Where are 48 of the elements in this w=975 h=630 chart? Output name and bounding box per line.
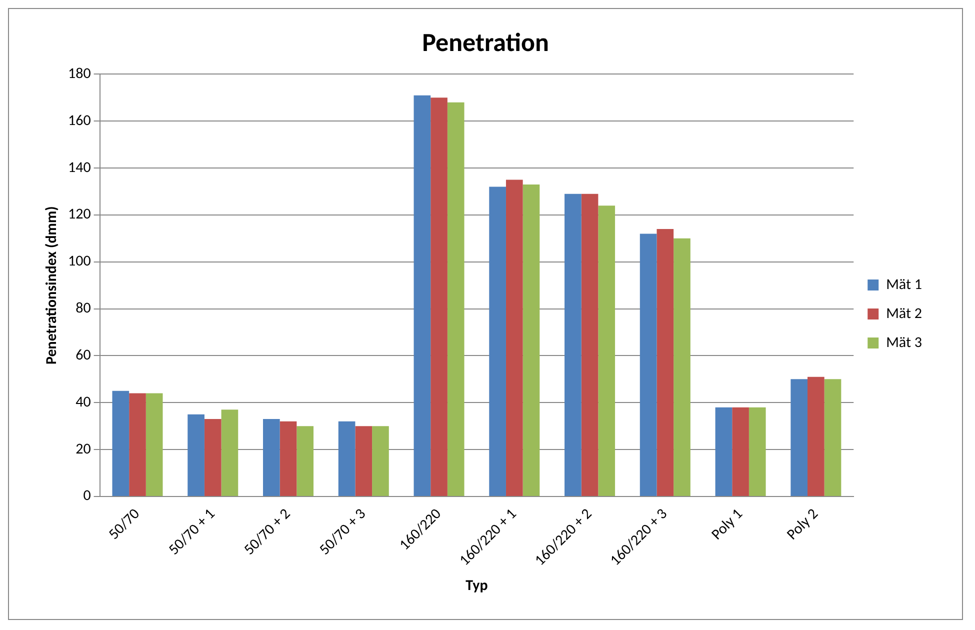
y-axis-title: Penetrationsindex (dmm): [42, 206, 61, 364]
bar: [640, 234, 657, 496]
bar: [581, 194, 598, 496]
y-tick-label: 60: [76, 346, 92, 364]
y-tick-label: 80: [76, 300, 92, 318]
bar: [204, 419, 222, 496]
y-tick-label: 120: [68, 206, 92, 224]
bar: [506, 180, 523, 496]
bar: [129, 393, 146, 496]
chart-title: Penetration: [422, 26, 549, 58]
bar: [372, 426, 389, 496]
x-axis-title: Typ: [466, 576, 488, 595]
bar: [296, 426, 314, 496]
x-tick-label: Poly 2: [784, 505, 822, 544]
bar: [221, 410, 238, 496]
y-tick-label: 100: [68, 252, 92, 271]
bar: [355, 426, 372, 496]
bar: [489, 186, 506, 496]
y-tick-label: 40: [76, 393, 92, 412]
bar: [146, 393, 163, 496]
bar: [280, 421, 297, 496]
bar: [430, 98, 448, 496]
bar: [656, 229, 674, 496]
bar: [808, 376, 824, 496]
bar: [732, 407, 749, 496]
bar: [715, 407, 732, 496]
bar: [447, 102, 464, 496]
bar: [674, 238, 690, 496]
y-tick-label: 140: [68, 158, 92, 177]
y-tick-label: 160: [68, 112, 92, 130]
y-tick-label: 0: [83, 487, 92, 506]
bar: [790, 379, 808, 496]
legend-label: Mät 3: [886, 334, 922, 352]
y-tick-label: 20: [76, 440, 92, 458]
bar: [263, 419, 280, 496]
bar: [564, 194, 582, 496]
bar: [188, 414, 204, 496]
y-tick-label: 180: [68, 64, 92, 83]
bar: [112, 390, 130, 496]
bar: [824, 379, 842, 496]
bar: [522, 184, 540, 496]
legend-label: Mät 2: [886, 304, 922, 323]
bar: [598, 206, 616, 496]
bar: [748, 407, 766, 496]
bar: [338, 421, 356, 496]
legend-label: Mät 1: [886, 276, 922, 294]
bar: [414, 95, 431, 496]
x-tick-label: Poly 1: [708, 505, 747, 544]
